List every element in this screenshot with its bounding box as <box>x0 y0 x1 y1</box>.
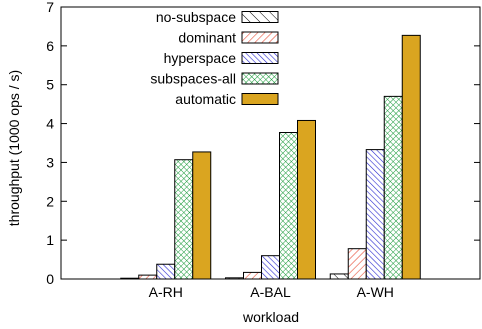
legend-swatch <box>241 72 279 85</box>
legend-swatch <box>241 11 279 23</box>
legend: no-subspace dominant hyperspace subspaces-a… <box>150 9 279 107</box>
x-axis-label: workload <box>242 309 299 325</box>
x-axis-ticks: A-RH A-BAL A-WH <box>149 273 394 300</box>
legend-label: no-subspace <box>156 9 236 25</box>
legend-swatch <box>241 31 279 44</box>
bar-dominant <box>347 248 367 280</box>
axes: 0 1 2 3 4 5 6 7 A-RH A-BAL A-WH <box>46 0 480 300</box>
y-tick-label: 5 <box>46 77 54 93</box>
bar-hyperspace <box>365 149 385 280</box>
bar-dominant <box>243 271 262 280</box>
legend-swatch <box>241 52 279 64</box>
y-axis-label: throughput (1000 ops / s) <box>6 70 22 226</box>
legend-label: hyperspace <box>164 50 237 66</box>
bar-subspaces-all <box>279 132 298 280</box>
y-tick-label: 0 <box>46 271 54 287</box>
x-tick-label: A-WH <box>357 284 394 300</box>
legend-label: dominant <box>178 30 236 46</box>
legend-swatch <box>241 93 279 105</box>
x-tick-label: A-BAL <box>250 284 291 300</box>
y-tick-label: 3 <box>46 154 54 170</box>
x-tick-label: A-RH <box>149 284 183 300</box>
y-axis-ticks: 0 1 2 3 4 5 6 7 <box>46 0 480 287</box>
bar-dominant <box>138 274 158 280</box>
legend-label: subspaces-all <box>150 71 236 87</box>
bar-automatic <box>401 34 421 280</box>
y-tick-label: 4 <box>46 116 54 132</box>
bar-automatic <box>297 119 316 280</box>
legend-label: automatic <box>175 91 236 107</box>
y-tick-label: 7 <box>46 0 54 15</box>
bar-subspaces-all <box>383 95 403 280</box>
plot-frame <box>60 6 481 280</box>
y-tick-label: 6 <box>46 38 54 54</box>
y-tick-label: 2 <box>46 193 54 209</box>
bar-hyperspace <box>261 255 280 280</box>
bar-subspaces-all <box>174 159 194 280</box>
bar-automatic <box>192 151 212 280</box>
bar-no-subspace <box>329 273 349 280</box>
bar-hyperspace <box>156 263 176 280</box>
y-tick-label: 1 <box>46 232 54 248</box>
